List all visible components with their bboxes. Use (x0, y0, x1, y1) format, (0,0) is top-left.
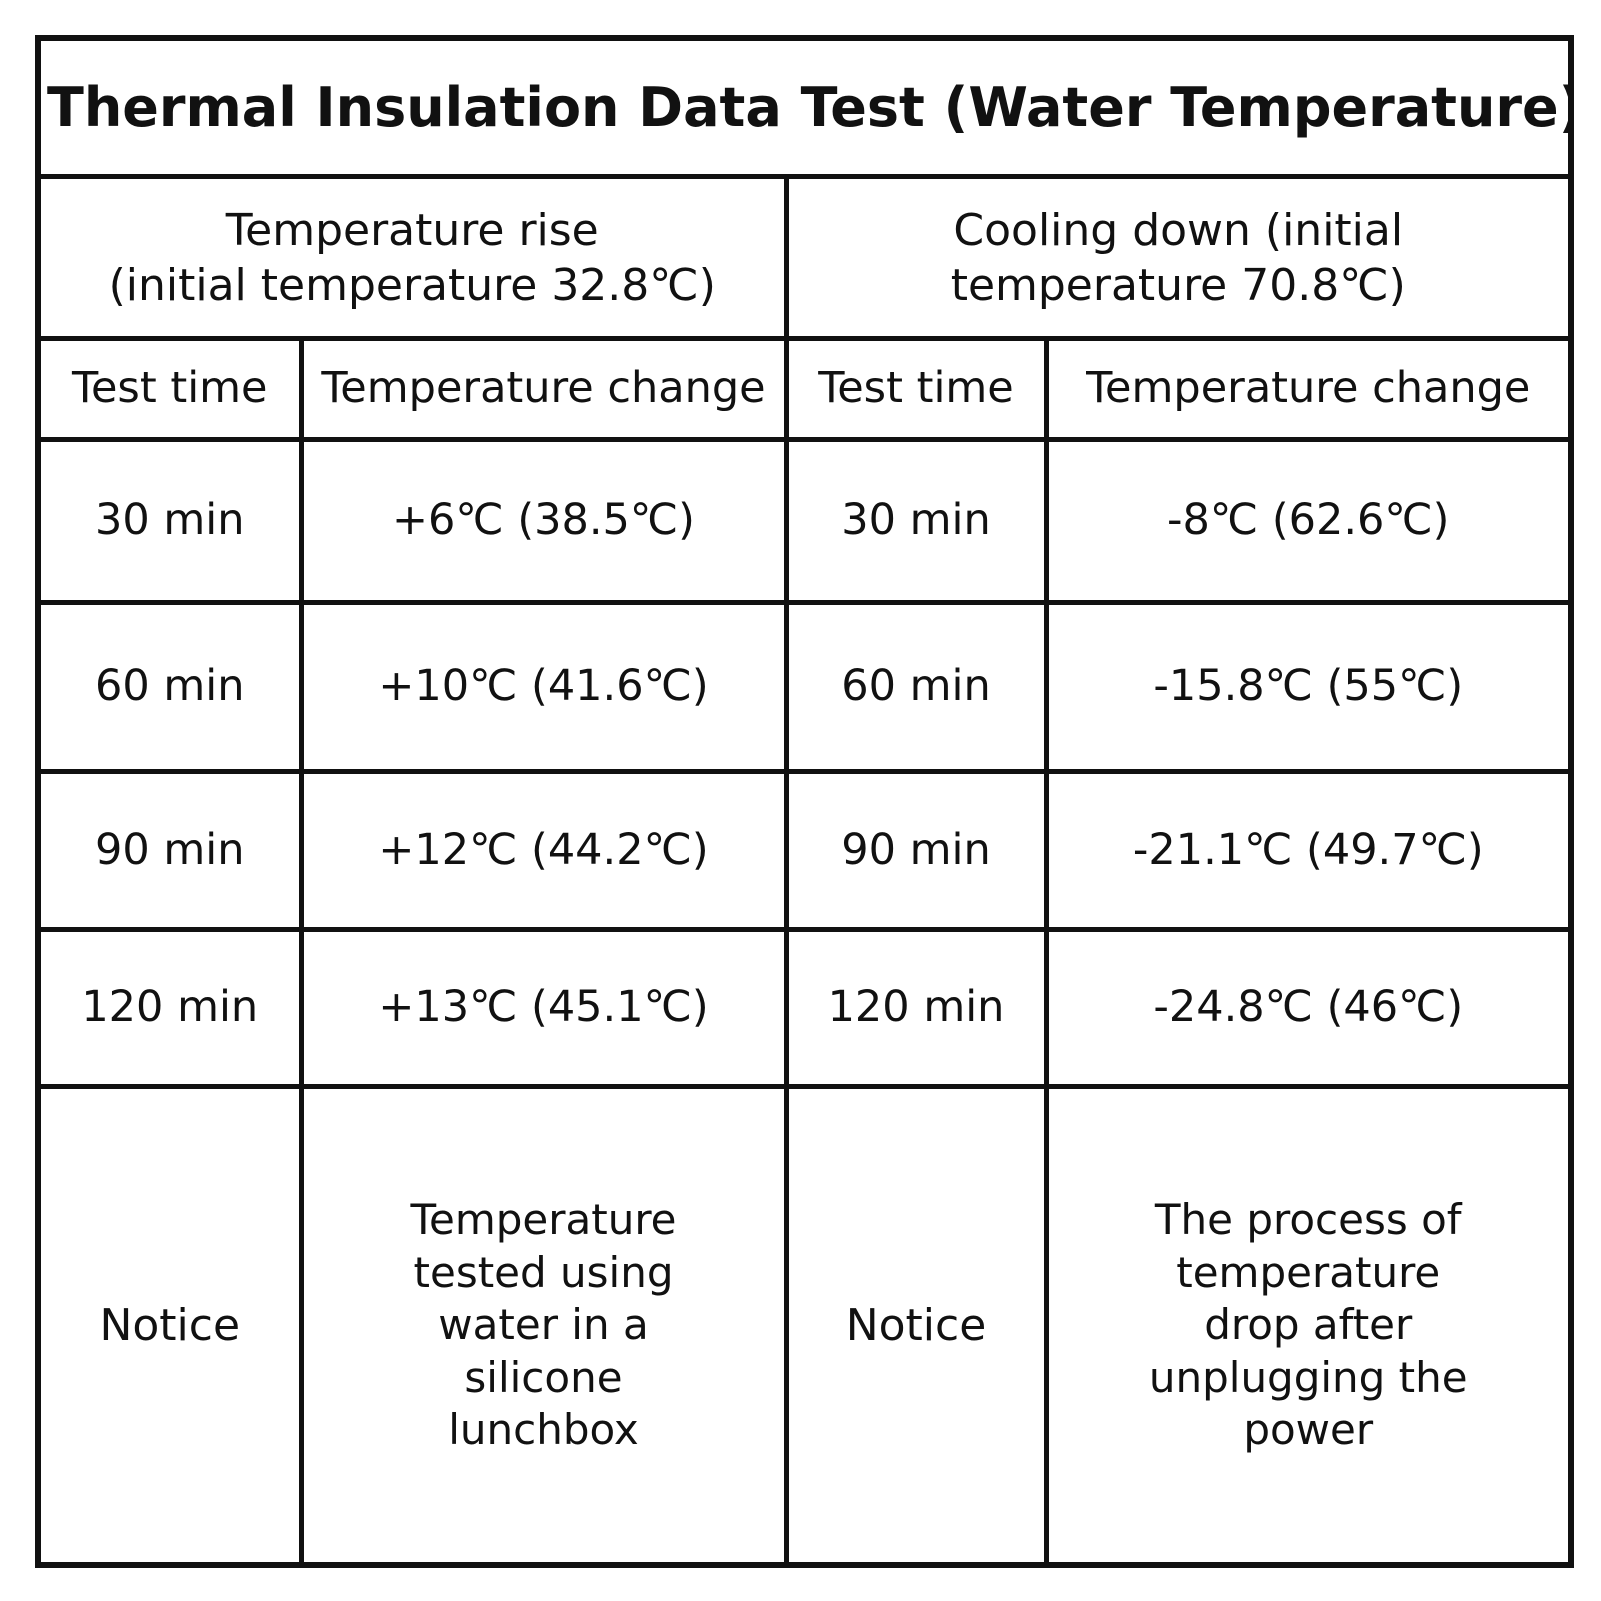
cool-time-cell: 120 min (783, 927, 1049, 1089)
rise-time-cell: 120 min (35, 927, 304, 1089)
rise-change-cell: +6℃ (38.5℃) (298, 437, 789, 605)
rise-time-cell: 30 min (35, 437, 304, 605)
column-header-cool-time: Test time (783, 336, 1049, 442)
rise-time-cell: 90 min (35, 769, 304, 932)
cool-time-cell: 30 min (783, 437, 1049, 605)
column-header-rise-change: Temperature change (298, 336, 789, 442)
notice-label-cooling: Notice (783, 1084, 1049, 1568)
cool-time-cell: 60 min (783, 600, 1049, 774)
rise-time-cell: 60 min (35, 600, 304, 774)
cool-change-cell: -21.1℃ (49.7℃) (1043, 769, 1574, 932)
section-rise-line1: Temperature rise (225, 204, 599, 256)
table-row: 30 min +6℃ (38.5℃) 30 min -8℃ (62.6℃) (35, 437, 1574, 605)
column-header-rise-time: Test time (35, 336, 304, 442)
section-header-cooling: Cooling down (initial temperature 70.8℃) (783, 174, 1574, 341)
section-header-rise: Temperature rise (initial temperature 32… (35, 174, 789, 341)
notice-row: Notice Temperature tested using water in… (35, 1084, 1574, 1568)
notice-label-rise: Notice (35, 1084, 304, 1568)
table-row: 60 min +10℃ (41.6℃) 60 min -15.8℃ (55℃) (35, 600, 1574, 774)
cool-time-cell: 90 min (783, 769, 1049, 932)
section-header-row: Temperature rise (initial temperature 32… (35, 174, 1574, 341)
notice-text-cooling: The process of temperature drop after un… (1043, 1084, 1574, 1568)
rise-change-cell: +12℃ (44.2℃) (298, 769, 789, 932)
cool-change-cell: -15.8℃ (55℃) (1043, 600, 1574, 774)
rise-change-cell: +13℃ (45.1℃) (298, 927, 789, 1089)
section-rise-line2: (initial temperature 32.8℃) (108, 259, 716, 311)
rise-change-cell: +10℃ (41.6℃) (298, 600, 789, 774)
table-row: 120 min +13℃ (45.1℃) 120 min -24.8℃ (46℃… (35, 927, 1574, 1089)
title-row: Thermal Insulation Data Test (Water Temp… (35, 35, 1574, 179)
notice-text-rise: Temperature tested using water in a sili… (298, 1084, 789, 1568)
table-title: Thermal Insulation Data Test (Water Temp… (35, 35, 1574, 179)
table-row: 90 min +12℃ (44.2℃) 90 min -21.1℃ (49.7℃… (35, 769, 1574, 932)
column-header-row: Test time Temperature change Test time T… (35, 336, 1574, 442)
cool-change-cell: -8℃ (62.6℃) (1043, 437, 1574, 605)
column-header-cool-change: Temperature change (1043, 336, 1574, 442)
cool-change-cell: -24.8℃ (46℃) (1043, 927, 1574, 1089)
section-cooling-line1: Cooling down (initial (953, 204, 1404, 256)
thermal-insulation-table: Thermal Insulation Data Test (Water Temp… (35, 35, 1574, 1568)
section-cooling-line2: temperature 70.8℃) (950, 259, 1406, 311)
